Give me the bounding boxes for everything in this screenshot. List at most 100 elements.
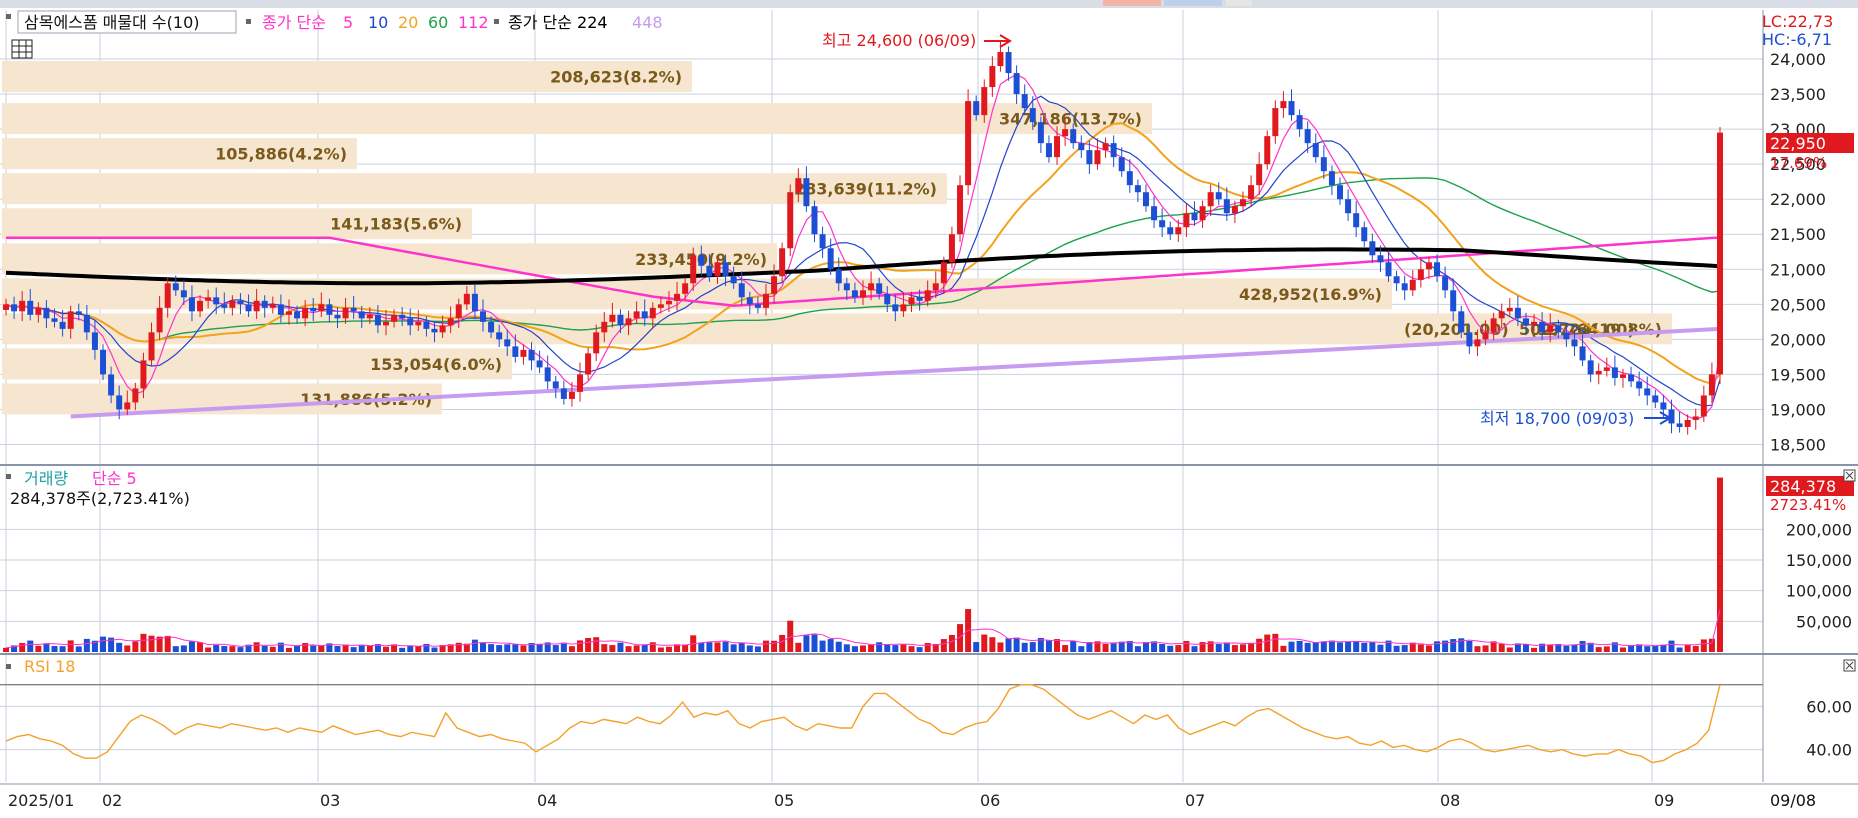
rsi-title[interactable]: RSI 18 [24,657,75,676]
candle-body [1215,192,1222,200]
volume-bar [285,647,292,652]
candle-body [1417,269,1424,280]
candle-body [277,304,284,315]
legend-marker [6,14,11,19]
candle-body [1571,339,1578,347]
candle-body [665,300,672,305]
candle-body [439,325,446,333]
candle-body [908,297,915,305]
x-tick-label: 2025/01 [8,791,74,810]
volume-bar [1644,646,1651,652]
candle-body [172,283,179,291]
candle-body [682,283,689,294]
volume-bar [334,646,341,652]
volume-bar [560,642,567,652]
candle-body [1037,122,1044,144]
candle-body [1086,150,1093,165]
candle-body [932,283,939,291]
volume-bar [1062,645,1069,652]
top-strip-tab[interactable] [1103,0,1161,6]
candle-body [350,307,357,312]
volume-bar [342,644,349,652]
volume-bar [1579,640,1586,652]
candle-body [358,311,365,319]
volume-bar [27,640,34,652]
volume-bar [1223,642,1230,652]
volume-bar [1248,642,1255,652]
candle-body [75,311,82,315]
candle-body [536,360,543,368]
volume-bar [11,645,18,652]
candle-body [310,307,317,312]
volume-bar [1312,642,1319,652]
indicator-title[interactable]: 삼목에스폼 매물대 수(10) [24,13,200,32]
candle-body [1369,241,1376,256]
volume-bar [1288,641,1295,652]
ma5-legend: 5 [343,13,353,32]
candle-body [342,307,349,319]
table-icon[interactable] [11,39,33,59]
top-strip-tab[interactable] [1164,0,1222,6]
candle-body [140,360,147,389]
volume-bar [205,647,212,652]
candle-body [1490,318,1497,333]
volume-bar [471,639,478,652]
candle-body [819,234,826,249]
volume-bar [1628,645,1635,652]
candle-body [698,255,705,266]
candle-body [738,283,745,298]
volume-bar [674,644,681,652]
candle-body [981,87,988,116]
volume-bar [294,645,301,652]
candle-body [1442,276,1449,291]
candle-body [892,304,899,312]
candle-body [3,304,9,310]
volume-bar [415,646,422,652]
candle-body [762,293,769,308]
volume-tick-label: 150,000 [1786,551,1852,570]
volume-bar [1013,637,1020,652]
ma-label[interactable]: 종가 단순 [262,13,326,32]
candle-body [1094,150,1101,165]
volume-profile-bar [2,138,357,170]
volume-bar [59,646,66,652]
volume-bar [188,641,195,652]
volume-bar [795,642,802,652]
candle-body [1628,374,1635,382]
volume-bar [940,639,947,652]
price-tick-label: 23,500 [1770,85,1826,104]
candle-body [714,262,721,277]
candle-body [237,300,244,305]
candle-body [1482,332,1489,340]
ma224-legend[interactable]: 종가 단순 224 [508,13,608,32]
volume-ma-label[interactable]: 단순 5 [92,469,137,488]
volume-bar [665,646,672,652]
volume-bar [124,645,131,652]
volume-bar [407,645,414,652]
volume-bar [730,644,737,652]
candle-body [11,304,18,312]
candle-body [27,300,34,315]
indicator-title-box[interactable] [17,10,237,34]
high-annotation: 최고 24,600 (06/09) [822,31,976,50]
volume-bar [552,645,559,652]
volume-bar [948,634,955,652]
volume-bar [512,644,519,652]
candle-body [148,332,155,361]
candle-body [609,314,616,322]
volume-bar [1425,645,1432,652]
legend-marker [246,19,251,24]
candle-body [1555,325,1562,333]
candle-body [1304,129,1311,144]
rsi-tick-label: 40.00 [1806,741,1852,760]
top-strip-tab[interactable] [1226,0,1252,6]
candle-body [59,321,66,329]
volume-bar [51,646,58,652]
volume-bar [528,643,535,652]
candle-body [35,307,42,315]
current-volume: 284,378 [1770,477,1836,496]
volume-title[interactable]: 거래량 [24,469,68,488]
volume-bar [1175,645,1182,652]
